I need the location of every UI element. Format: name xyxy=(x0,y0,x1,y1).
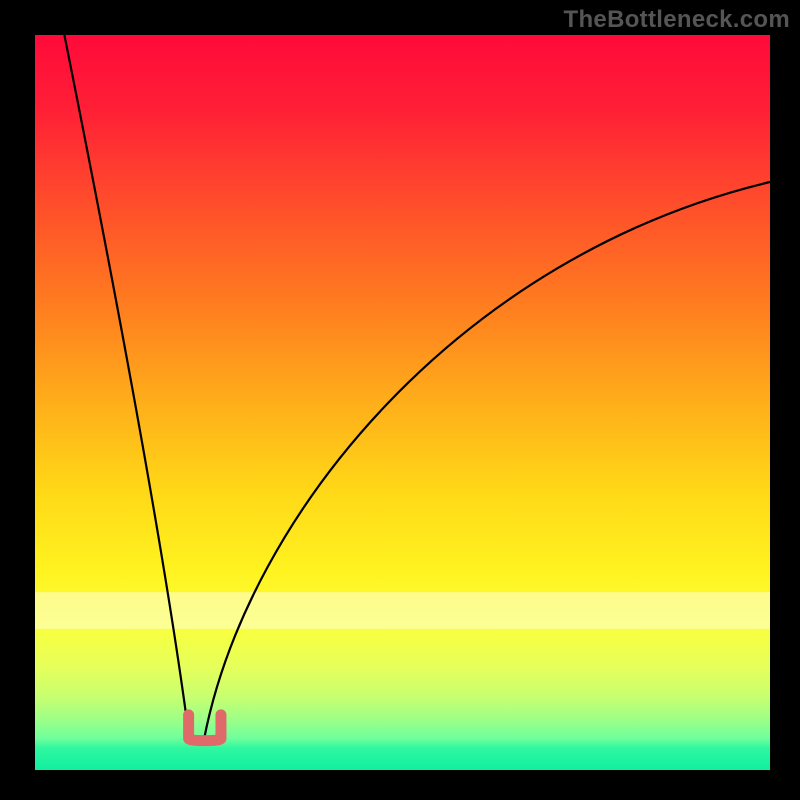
watermark-text: TheBottleneck.com xyxy=(564,6,790,34)
chart-background xyxy=(35,35,770,770)
highlight-band xyxy=(35,592,770,629)
bottleneck-chart xyxy=(35,35,770,770)
chart-frame: TheBottleneck.com xyxy=(0,0,800,800)
